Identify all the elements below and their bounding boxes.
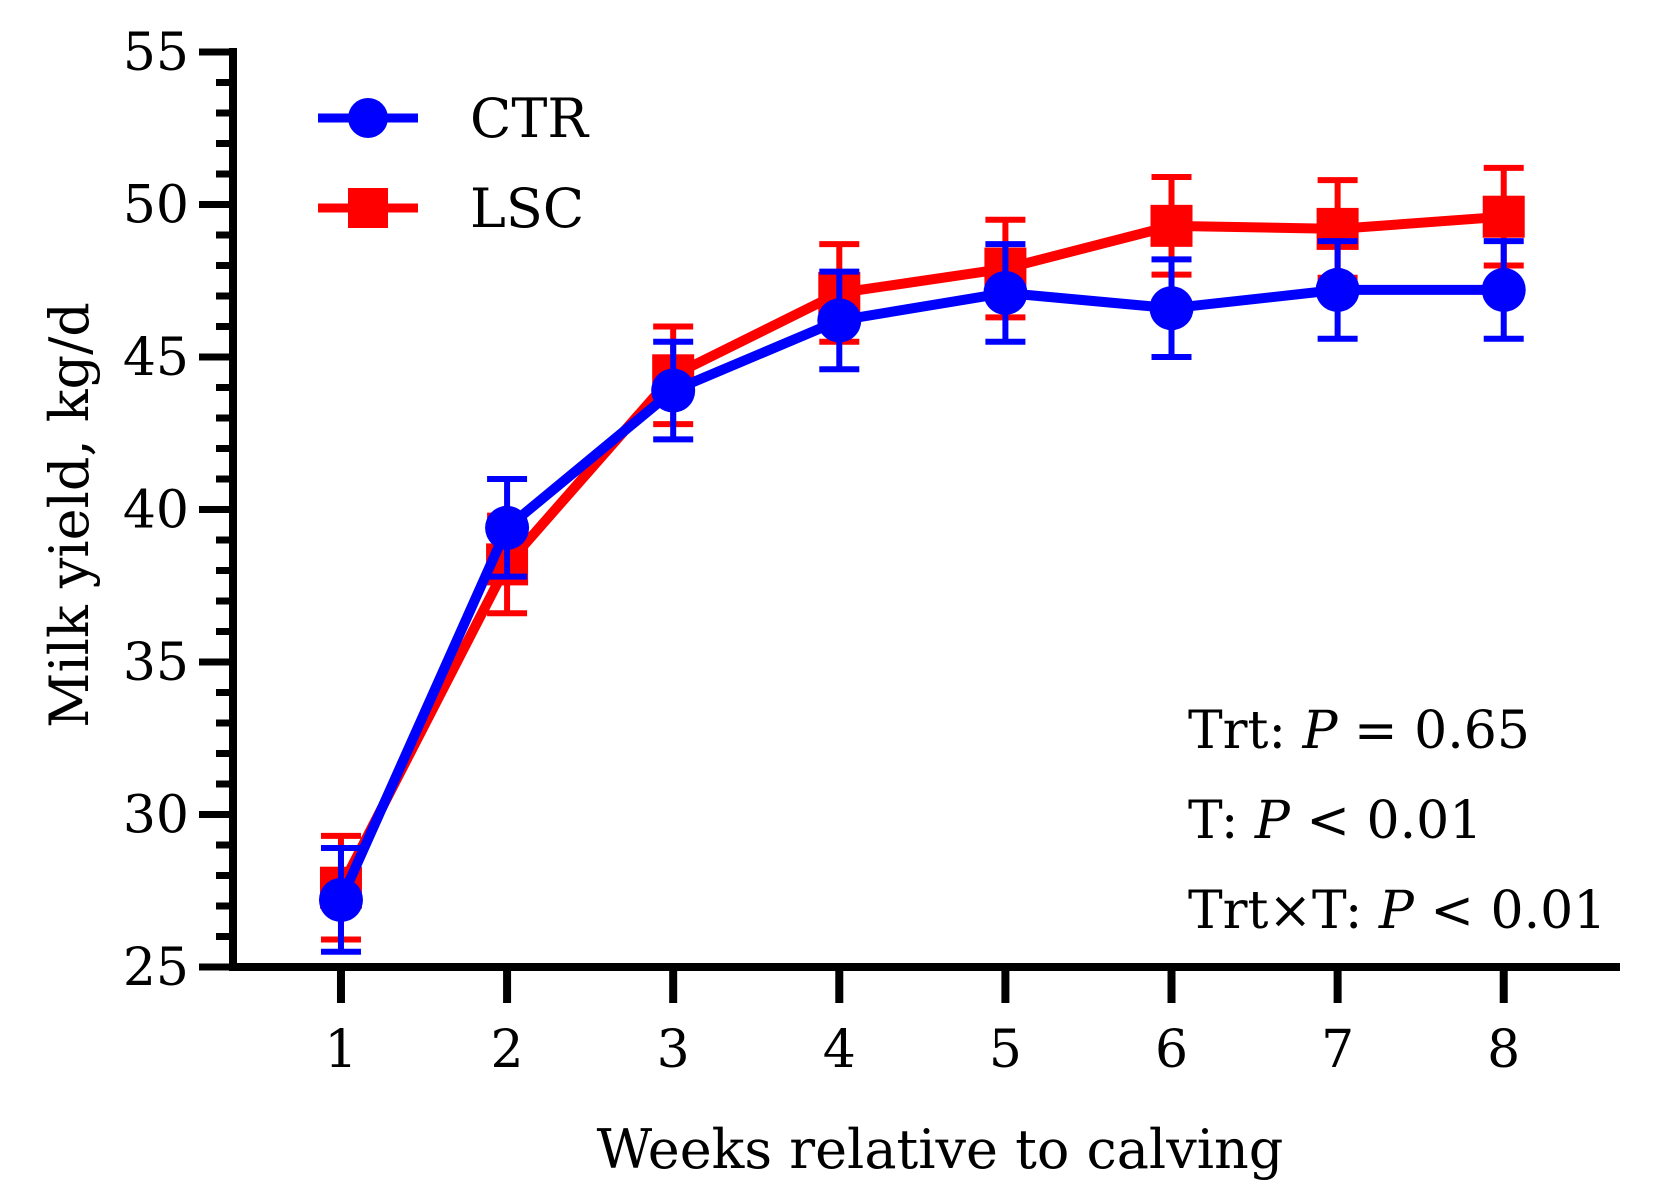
stat-trtxt-label: Trt×T: (1188, 881, 1379, 941)
y-axis-ticks: 25 30 35 40 45 50 55 (123, 23, 233, 998)
data-point-ctr (1481, 267, 1526, 312)
stat-t-p: P (1254, 791, 1291, 851)
x-tick-label: 6 (1155, 1020, 1188, 1080)
x-tick-label: 7 (1321, 1020, 1354, 1080)
legend-item-lsc: LSC (318, 177, 584, 240)
x-tick-label: 2 (491, 1020, 524, 1080)
data-point-lsc (1150, 204, 1193, 247)
x-tick-label: 8 (1487, 1020, 1520, 1080)
x-tick-label: 5 (989, 1020, 1022, 1080)
stat-trtxt-value: < 0.01 (1414, 881, 1606, 941)
series-line-lsc (336, 211, 1505, 890)
stats-annotation: Trt: P = 0.65 T: P < 0.01 Trt×T: P < 0.0… (1188, 701, 1606, 941)
legend-item-ctr: CTR (318, 87, 589, 150)
stat-trt-p: P (1302, 701, 1339, 761)
y-axis-title: Milk yield, kg/d (38, 302, 101, 728)
legend-ctr-label: CTR (470, 87, 589, 150)
series-layer (318, 164, 1526, 955)
stat-trt-label: Trt: (1188, 701, 1303, 761)
legend-ctr-marker (348, 98, 388, 138)
data-point-ctr (485, 505, 530, 550)
legend-lsc-label: LSC (470, 177, 584, 240)
data-point-ctr (318, 877, 363, 922)
legend-lsc-marker (348, 188, 388, 228)
y-tick-label: 55 (123, 23, 189, 83)
x-axis-title: Weeks relative to calving (597, 1118, 1284, 1181)
data-point-ctr (1149, 286, 1194, 331)
y-tick-label: 30 (123, 786, 189, 846)
stat-trt-value: = 0.65 (1338, 701, 1530, 761)
data-point-ctr (983, 270, 1028, 315)
y-tick-label: 45 (123, 328, 189, 388)
x-tick-label: 3 (657, 1020, 690, 1080)
data-point-ctr (817, 298, 862, 343)
y-tick-label: 50 (123, 176, 189, 236)
stat-t-label: T: (1188, 791, 1255, 851)
stat-trt: Trt: P = 0.65 (1188, 701, 1530, 761)
x-tick-label: 1 (324, 1020, 357, 1080)
data-point-ctr (1315, 267, 1360, 312)
y-tick-label: 35 (123, 633, 189, 693)
y-tick-label: 25 (123, 938, 189, 998)
y-tick-label: 40 (123, 481, 189, 541)
series-ctr (318, 238, 1526, 955)
data-point-ctr (651, 368, 696, 413)
stat-trtxt-p: P (1378, 881, 1415, 941)
data-point-lsc (1482, 195, 1525, 238)
stat-trtxt: Trt×T: P < 0.01 (1188, 881, 1606, 941)
stat-t-value: < 0.01 (1290, 791, 1482, 851)
stat-t: T: P < 0.01 (1188, 791, 1482, 851)
legend: CTR LSC (318, 87, 589, 240)
series-line-ctr (336, 284, 1504, 902)
x-tick-label: 4 (823, 1020, 856, 1080)
x-axis-ticks: 1 2 3 4 5 6 7 8 (324, 967, 1520, 1080)
